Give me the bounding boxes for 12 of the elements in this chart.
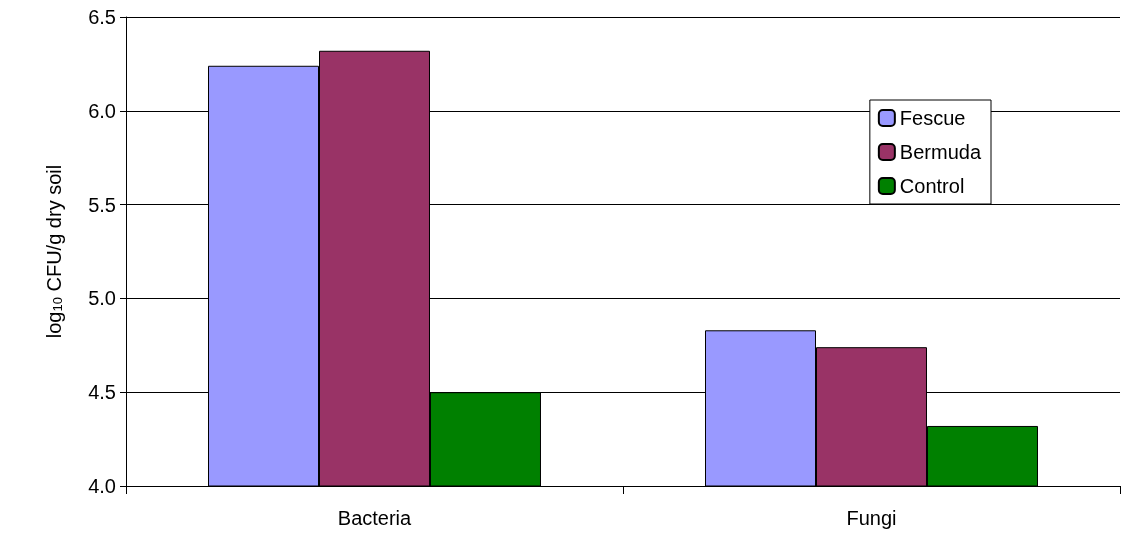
legend-label: Fescue	[899, 107, 966, 129]
x-tick-label: Bacteria	[337, 507, 413, 529]
legend-label: Bermuda	[899, 141, 982, 163]
legend-label: Control	[899, 175, 965, 197]
y-tick-label: 6.5	[88, 6, 116, 28]
y-tick-label: 5.0	[88, 287, 116, 310]
y-tick-label: 5.5	[88, 193, 116, 216]
y-axis-title: log10 CFU/g dry soil	[42, 164, 65, 339]
y-tick-label: 4.5	[88, 381, 116, 404]
y-tick-label: 4.0	[88, 475, 116, 497]
y-tick-label: 6.0	[88, 99, 116, 122]
x-tick-label: Fungi	[846, 507, 897, 529]
